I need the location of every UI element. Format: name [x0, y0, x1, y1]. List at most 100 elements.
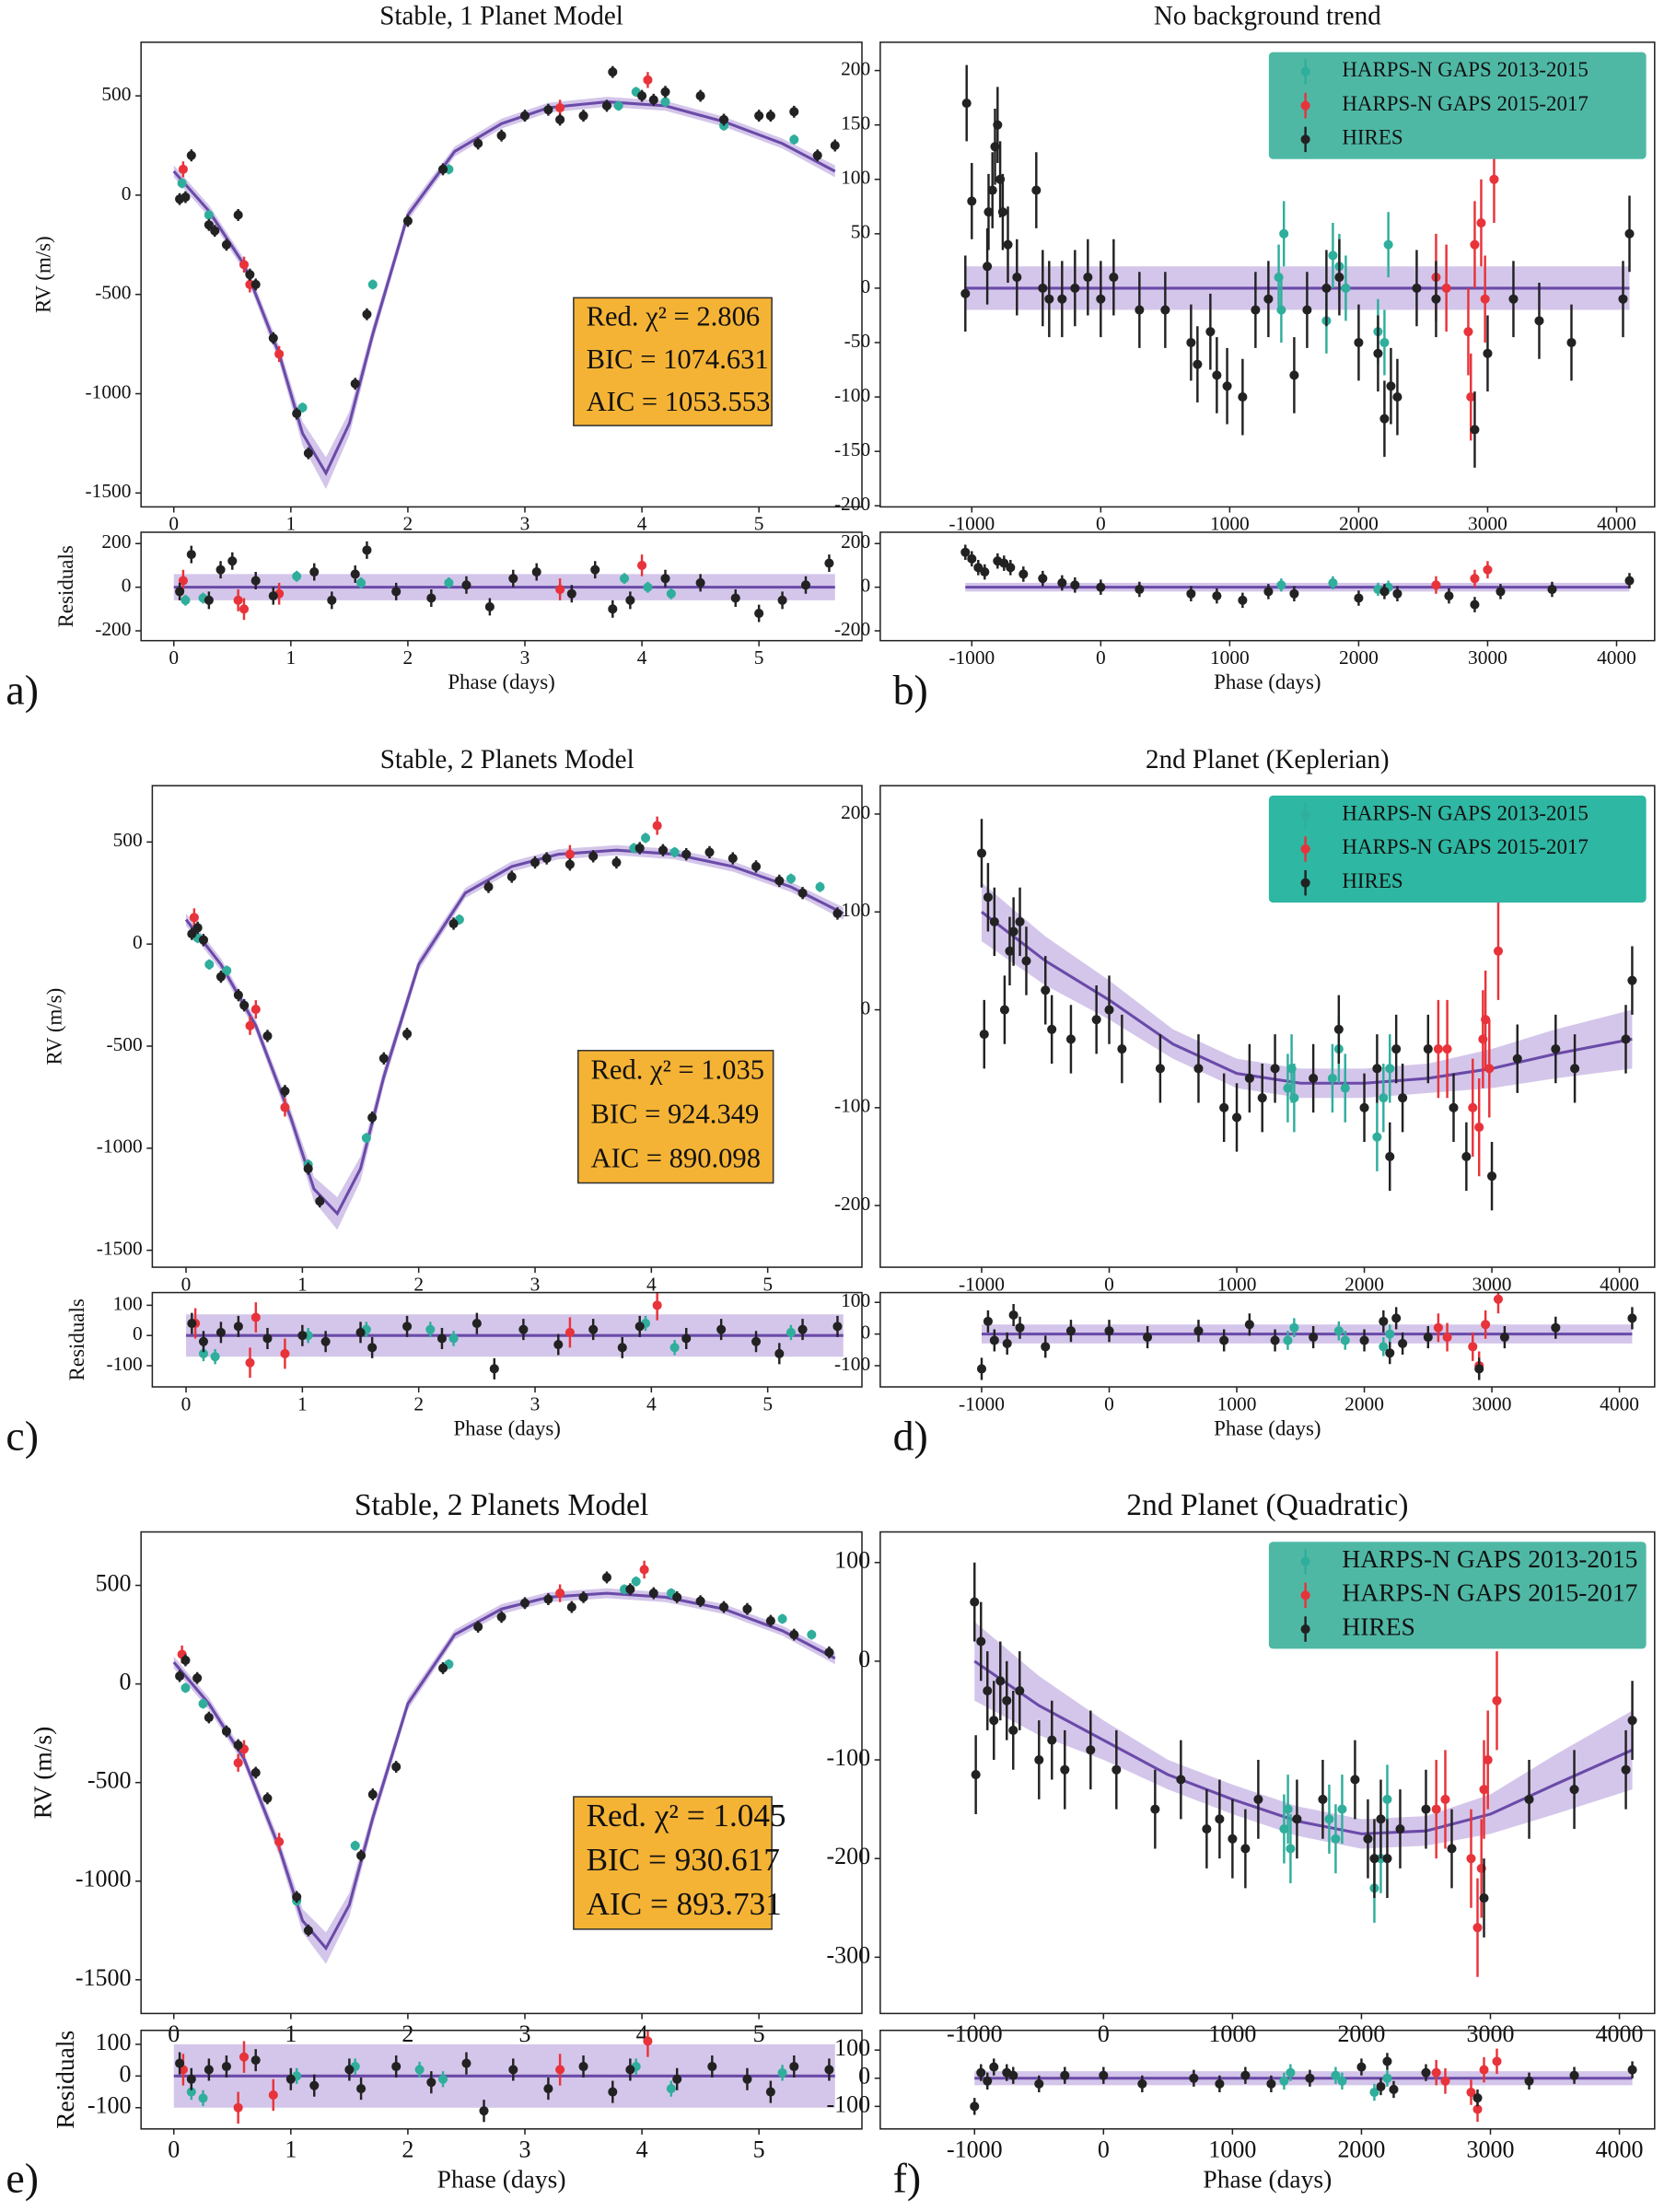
data-point — [1060, 1764, 1070, 1775]
plot-area — [184, 816, 844, 1230]
data-point — [356, 577, 367, 588]
data-point — [186, 2074, 196, 2084]
data-point — [1479, 1785, 1489, 1795]
data-point — [436, 1333, 447, 1344]
data-point — [448, 918, 459, 929]
model-line — [184, 848, 844, 1217]
data-point — [186, 550, 196, 560]
y-tick-label: -1500 — [97, 1238, 143, 1260]
x-axis-label: Phase (days) — [437, 2164, 566, 2193]
x-tick-label: 0 — [181, 1392, 192, 1415]
axes-frame — [151, 1291, 863, 1388]
data-point — [1212, 591, 1222, 601]
data-point — [297, 1331, 308, 1341]
data-point — [797, 888, 808, 898]
data-point — [1431, 294, 1441, 304]
data-point — [1337, 1804, 1347, 1814]
data-point — [631, 1577, 641, 1587]
data-point — [1524, 2076, 1534, 2086]
data-point — [1492, 1695, 1502, 1706]
data-point — [1283, 1804, 1293, 1814]
data-point — [1359, 1102, 1369, 1112]
y-axis-label: RV (m/s) — [43, 988, 66, 1065]
data-point — [1251, 305, 1261, 315]
data-point — [1449, 1102, 1459, 1112]
data-point — [1431, 1804, 1441, 1814]
data-point — [634, 843, 645, 854]
data-point — [425, 1324, 436, 1334]
data-point — [608, 67, 618, 77]
data-point — [1385, 1348, 1395, 1358]
data-point — [1470, 239, 1480, 250]
y-tick-label: -100 — [827, 1744, 871, 1771]
data-point — [250, 2055, 261, 2066]
data-point — [976, 2067, 986, 2078]
y-tick-label: 0 — [119, 2060, 131, 2087]
panel-label: a) — [6, 666, 39, 713]
x-tick-label: 1 — [285, 2136, 297, 2162]
data-point — [245, 1020, 255, 1030]
model-line — [981, 911, 1633, 1085]
x-tick-label: 2000 — [1344, 1392, 1384, 1415]
legend-label: HARPS-N GAPS 2015-2017 — [1342, 92, 1588, 115]
data-point — [233, 1740, 243, 1751]
data-point — [519, 1598, 530, 1608]
data-point — [1070, 580, 1080, 590]
data-point — [1470, 425, 1480, 435]
data-point — [1385, 1064, 1395, 1074]
x-tick-label: 4 — [637, 646, 647, 669]
data-point — [640, 832, 651, 843]
data-point — [1379, 1316, 1389, 1326]
data-point — [634, 1321, 645, 1332]
data-point — [1412, 283, 1422, 293]
data-point — [1289, 370, 1299, 380]
x-tick-label: 5 — [753, 2136, 765, 2162]
data-point — [1205, 327, 1216, 337]
data-point — [303, 1926, 313, 1936]
y-tick-label: -200 — [95, 618, 131, 640]
x-tick-label: 3 — [518, 2020, 530, 2047]
data-point — [832, 908, 843, 918]
data-point — [1331, 1834, 1341, 1844]
data-point — [1470, 574, 1480, 584]
x-tick-label: 3000 — [1468, 513, 1507, 535]
data-point — [1492, 2056, 1502, 2066]
data-point — [250, 576, 261, 586]
x-tick-label: 2000 — [1339, 646, 1379, 669]
x-tick-label: 1 — [297, 1392, 308, 1415]
data-point — [976, 1636, 986, 1647]
data-point — [268, 333, 278, 343]
data-point — [1328, 250, 1338, 261]
data-point — [1472, 2093, 1483, 2103]
data-point — [716, 1324, 727, 1334]
data-point — [648, 1589, 658, 1599]
y-tick-label: -500 — [87, 1767, 132, 1794]
data-point — [356, 1850, 367, 1860]
panel-label: f) — [893, 2154, 922, 2201]
data-point — [1442, 1044, 1452, 1054]
data-point — [960, 288, 971, 298]
data-point — [1493, 1294, 1504, 1304]
x-tick-label: 2000 — [1337, 2020, 1385, 2047]
x-tick-label: 2 — [402, 2020, 413, 2047]
legend-marker — [1300, 100, 1310, 111]
data-point — [967, 196, 977, 206]
legend-marker — [1300, 878, 1310, 888]
data-point — [611, 857, 622, 867]
data-point — [496, 1612, 506, 1622]
data-point — [967, 553, 977, 564]
data-point — [564, 849, 575, 859]
axes-frame — [879, 785, 1656, 1268]
data-point — [471, 1319, 482, 1329]
data-point — [652, 821, 662, 831]
x-tick-label: 3000 — [1472, 1273, 1512, 1295]
data-point — [473, 138, 483, 148]
legend-label: HARPS-N GAPS 2015-2017 — [1342, 835, 1588, 858]
data-point — [297, 402, 308, 413]
data-point — [751, 1336, 762, 1346]
data-point — [590, 565, 600, 575]
y-tick-label: 0 — [119, 1669, 131, 1695]
x-tick-label: 0 — [168, 2136, 180, 2162]
data-point — [1309, 1333, 1319, 1343]
data-point — [1340, 1335, 1350, 1345]
